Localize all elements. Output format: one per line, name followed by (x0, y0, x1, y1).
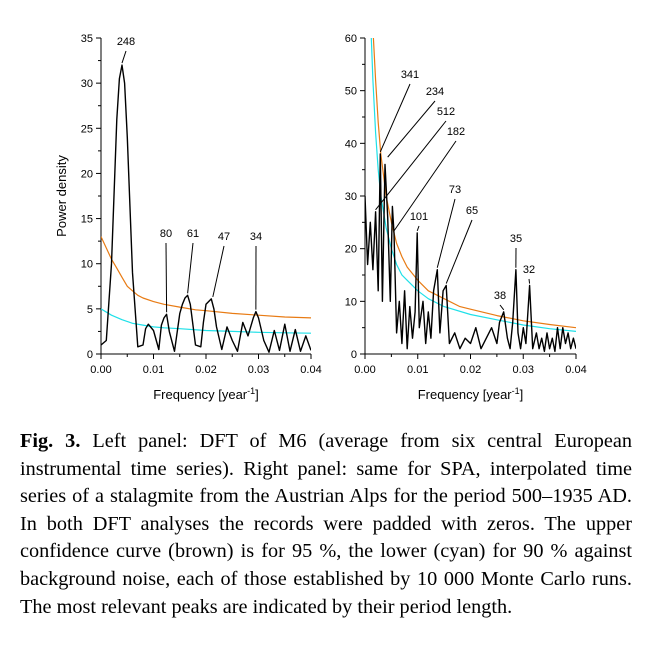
confidence-90-curve (101, 308, 311, 334)
peak-label: 80 (160, 228, 172, 240)
right-panel: 0.00 0.01 0.02 0.03 0.04 0 10 20 30 40 50 60 Frequen… (345, 33, 587, 402)
peak-label: 47 (218, 231, 230, 243)
y-tick-label: 0 (351, 349, 357, 361)
peak-label: 38 (494, 290, 506, 302)
y-tick-label: 30 (345, 191, 357, 203)
x-axis-label: Frequency [year-1] (418, 386, 524, 402)
peak-label: 182 (447, 126, 465, 138)
x-tick-label: 0.03 (248, 364, 269, 376)
peak-leader-line (387, 100, 436, 158)
left-panel: 0.00 0.01 0.02 0.03 0.04 0 5 10 15 20 25 30 35 Freque… (54, 33, 322, 402)
peak-label: 65 (466, 205, 478, 217)
peak-label: 101 (410, 211, 428, 223)
peak-label: 341 (401, 69, 419, 81)
y-tick-label: 10 (81, 259, 93, 271)
peak-label: 35 (510, 233, 522, 245)
x-axis-label-end: ] (520, 387, 524, 402)
peak-leader-line (165, 242, 168, 313)
peak-label: 512 (437, 106, 455, 118)
peak-label: 32 (523, 264, 535, 276)
peak-leader-line (528, 278, 531, 284)
x-tick-label: 0.01 (407, 364, 428, 376)
y-tick-label: 0 (87, 349, 93, 361)
y-tick-label: 50 (345, 86, 357, 98)
peak-leader-line (416, 225, 420, 232)
confidence-95-curve (372, 38, 576, 329)
x-axis-label-main: Frequency [year (418, 387, 513, 402)
peak-label: 61 (187, 228, 199, 240)
peak-leader-line (121, 50, 127, 64)
x-tick-label: 0.04 (565, 364, 586, 376)
plot-area (365, 38, 576, 353)
y-tick-label: 20 (81, 168, 93, 180)
peak-leader-line (375, 120, 447, 211)
peak-label: 73 (449, 184, 461, 196)
peak-leader-line (379, 83, 411, 153)
peak-label: 248 (117, 36, 135, 48)
peak-leader-line (499, 304, 505, 311)
peak-leader-line (212, 245, 225, 298)
x-tick-label: 0.02 (460, 364, 481, 376)
x-tick-label: 0.00 (90, 364, 111, 376)
peak-leader-line (393, 140, 457, 232)
x-axis-label-sup: -1 (512, 386, 520, 396)
peak-leader-line (436, 198, 456, 268)
x-axis-label-sup: -1 (247, 386, 255, 396)
x-axis-label: Frequency [year-1] (153, 386, 259, 402)
plot-area (101, 64, 311, 353)
x-tick-label: 0.04 (300, 364, 321, 376)
x-tick-label: 0.03 (513, 364, 534, 376)
peak-label: 34 (250, 231, 262, 243)
y-tick-label: 20 (345, 244, 357, 256)
x-tick-label: 0.00 (354, 364, 375, 376)
power-spectrum-line (101, 64, 311, 353)
y-tick-label: 10 (345, 296, 357, 308)
y-axis-label: Power density (54, 155, 69, 237)
confidence-95-curve (101, 236, 311, 319)
x-axis-label-main: Frequency [year (153, 387, 248, 402)
figure-caption: Fig. 3. Left panel: DFT of M6 (average f… (20, 428, 632, 621)
figure: 0.00 0.01 0.02 0.03 0.04 0 5 10 15 20 25 30 35 Freque… (54, 33, 587, 402)
x-tick-label: 0.01 (143, 364, 164, 376)
x-tick-label: 0.02 (195, 364, 216, 376)
peak-leader-line (187, 242, 194, 294)
power-spectrum-line (365, 153, 576, 353)
caption-text: Left panel: DFT of M6 (average from six … (20, 430, 633, 618)
peak-label: 234 (426, 86, 444, 98)
y-tick-label: 40 (345, 138, 357, 150)
y-tick-label: 60 (345, 33, 357, 45)
y-tick-label: 5 (87, 304, 93, 316)
peak-leader-line (445, 219, 473, 284)
y-tick-label: 25 (81, 123, 93, 135)
y-tick-label: 30 (81, 78, 93, 90)
y-tick-label: 35 (81, 33, 93, 45)
x-axis-label-end: ] (255, 387, 259, 402)
y-tick-label: 15 (81, 214, 93, 226)
caption-label: Fig. 3. (20, 430, 81, 452)
confidence-90-curve (370, 38, 576, 332)
